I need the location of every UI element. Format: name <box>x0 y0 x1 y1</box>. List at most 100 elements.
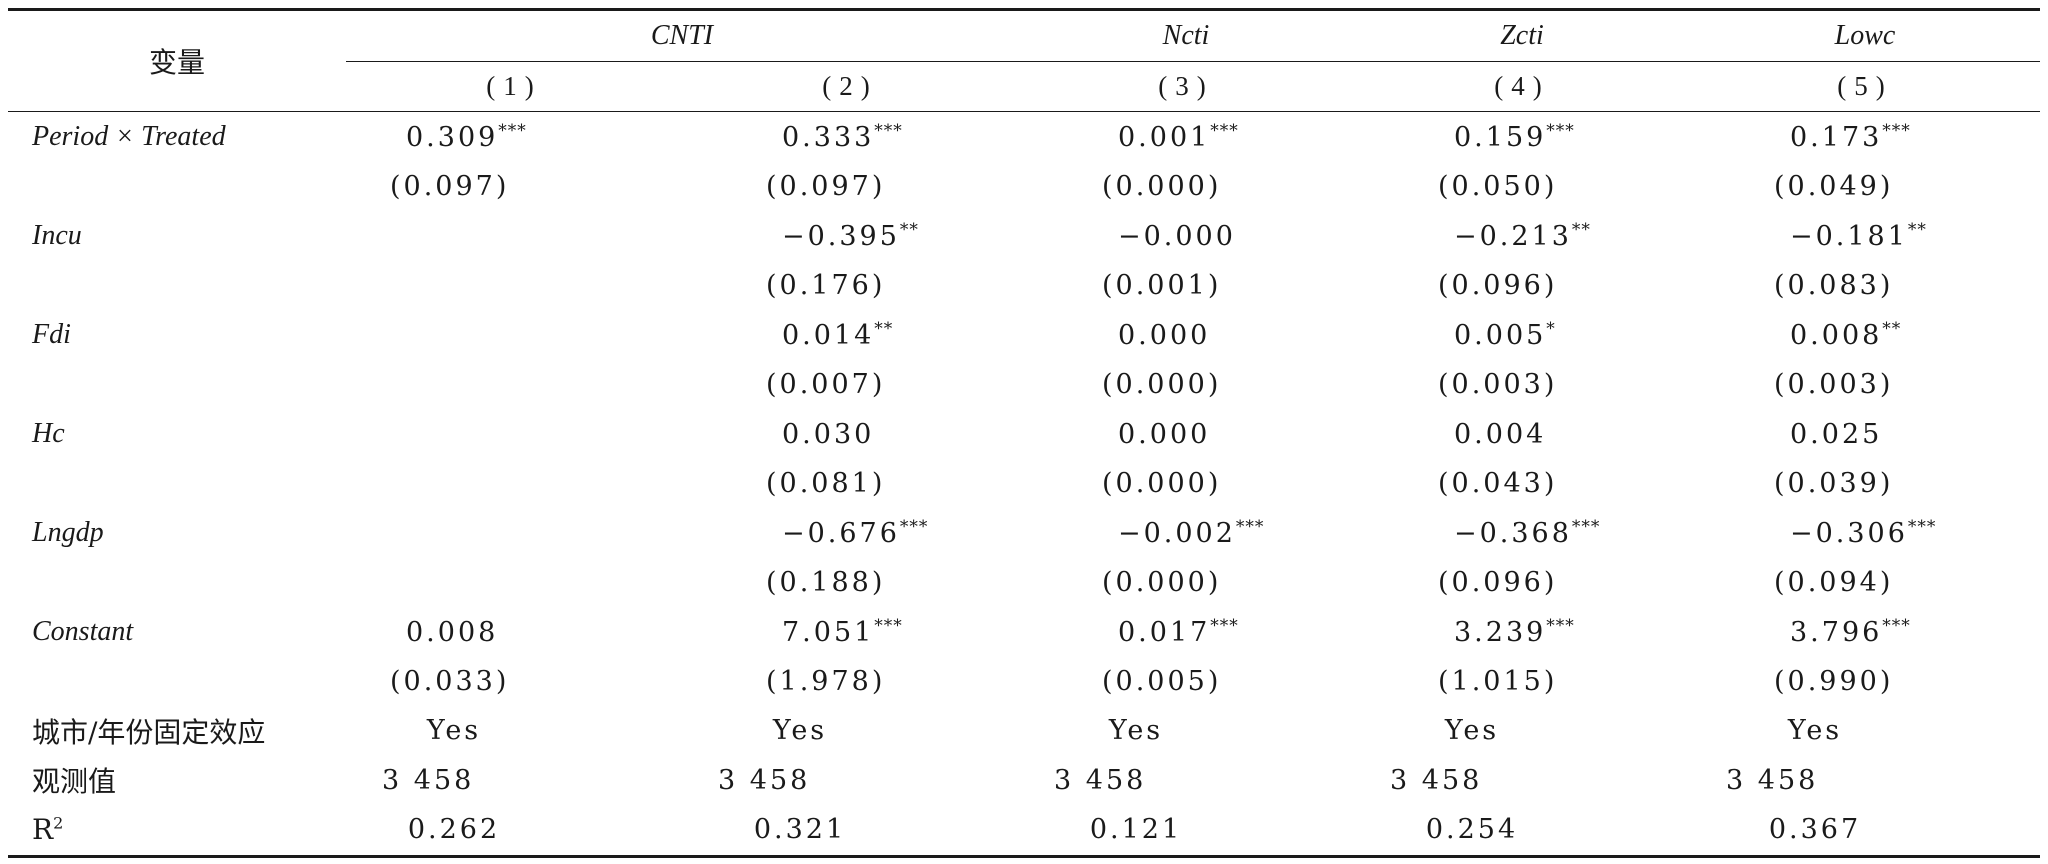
column-number: (2) <box>682 61 1018 112</box>
coefficient-cell: 0.004 <box>1354 409 1690 459</box>
significance-stars: ** <box>1907 219 1927 240</box>
standard-error-cell: (0.007) <box>766 368 886 400</box>
row-label: Incu <box>32 219 82 251</box>
coefficient-cell: 0.333*** <box>682 112 1018 162</box>
coefficient-value: 0.008 <box>406 616 499 648</box>
coefficient-cell: −0.676*** <box>682 508 1018 558</box>
coefficient-value: 0.030 <box>782 418 875 450</box>
coefficient-cell: 3.796*** <box>1690 607 2040 657</box>
table-row-se: (0.176) (0.001) (0.096) (0.083) <box>8 261 2040 311</box>
group-header-ncti: Ncti <box>1018 8 1354 62</box>
coefficient-cell: 0.008** <box>1690 310 2040 360</box>
coefficient-value: 0.159 <box>1454 121 1547 153</box>
empty-label <box>8 360 346 410</box>
significance-stars: *** <box>498 120 527 141</box>
coefficient-cell: −0.002*** <box>1018 508 1354 558</box>
significance-stars: *** <box>874 120 903 141</box>
significance-stars: *** <box>1882 615 1911 636</box>
significance-stars: ** <box>874 318 894 339</box>
standard-error-cell <box>346 261 682 311</box>
footer-value-cell: 3 458 <box>382 764 475 796</box>
coefficient-cell: 0.000 <box>1018 409 1354 459</box>
significance-stars: * <box>1546 318 1556 339</box>
column-number: (1) <box>346 61 682 112</box>
footer-value-cell: 0.321 <box>682 805 1018 858</box>
group-header-zcti: Zcti <box>1354 8 1690 62</box>
coefficient-cell: −0.395** <box>682 211 1018 261</box>
standard-error-cell: (0.000) <box>1102 566 1222 598</box>
table-row-se: (0.097) (0.097) (0.000) (0.050) (0.049) <box>8 162 2040 212</box>
group-header-lowc: Lowc <box>1690 8 2040 62</box>
standard-error-cell: (0.049) <box>1774 170 1894 202</box>
significance-stars: *** <box>1235 516 1265 537</box>
standard-error-cell <box>346 558 682 608</box>
significance-stars: *** <box>1210 615 1239 636</box>
coefficient-value: −0.181 <box>1790 220 1908 252</box>
coefficient-cell: 0.309*** <box>346 112 682 162</box>
coefficient-value: 0.025 <box>1790 418 1883 450</box>
footer-label: 观测值 <box>8 756 346 806</box>
coefficient-cell: 7.051*** <box>682 607 1018 657</box>
coefficient-value: 0.309 <box>406 121 499 153</box>
coefficient-cell: 0.014** <box>682 310 1018 360</box>
coefficient-cell <box>346 310 682 360</box>
significance-stars: *** <box>1882 120 1911 141</box>
coefficient-cell: 0.000 <box>1018 310 1354 360</box>
significance-stars: ** <box>899 219 919 240</box>
coefficient-cell: 0.008 <box>346 607 682 657</box>
coefficient-cell: 0.005* <box>1354 310 1690 360</box>
significance-stars: *** <box>874 615 903 636</box>
table-row-se: (0.188) (0.000) (0.096) (0.094) <box>8 558 2040 608</box>
standard-error-cell: (0.000) <box>1102 170 1222 202</box>
coefficient-cell: −0.181** <box>1690 211 2040 261</box>
coefficient-value: −0.000 <box>1118 220 1236 252</box>
standard-error-cell: (0.043) <box>1438 467 1558 499</box>
column-number: (4) <box>1354 61 1690 112</box>
coefficient-cell: 0.025 <box>1690 409 2040 459</box>
coefficient-value: −0.368 <box>1454 517 1572 549</box>
coefficient-value: 0.014 <box>782 319 875 351</box>
standard-error-cell: (0.083) <box>1774 269 1894 301</box>
standard-error-cell <box>346 459 682 509</box>
table-row-se: (0.033) (1.978) (0.005) (1.015) (0.990) <box>8 657 2040 707</box>
coefficient-value: −0.676 <box>782 517 900 549</box>
footer-label-superscript: 2 <box>53 813 64 833</box>
standard-error-cell: (0.096) <box>1438 269 1558 301</box>
coefficient-cell: −0.368*** <box>1354 508 1690 558</box>
significance-stars: *** <box>1546 615 1575 636</box>
coefficient-value: 0.005 <box>1454 319 1547 351</box>
table-row: Period × Treated 0.309*** 0.333*** 0.001***… <box>8 112 2040 162</box>
significance-stars: ** <box>1882 318 1902 339</box>
footer-value-cell: 0.262 <box>346 805 682 858</box>
standard-error-cell: (0.097) <box>766 170 886 202</box>
table-row: Lngdp −0.676*** −0.002*** −0.368*** −0.306**… <box>8 508 2040 558</box>
row-label: Period × Treated <box>32 120 226 152</box>
table-row: Hc 0.030 0.000 0.004 0.025 <box>8 409 2040 459</box>
standard-error-cell: (0.990) <box>1774 665 1894 697</box>
footer-value-cell: Yes <box>1444 715 1500 747</box>
standard-error-cell: (0.005) <box>1102 665 1222 697</box>
standard-error-cell: (1.015) <box>1438 665 1558 697</box>
coefficient-cell <box>346 409 682 459</box>
footer-value-cell: Yes <box>1787 715 1843 747</box>
row-label: Constant <box>32 615 134 647</box>
footer-label: R2 <box>8 805 346 858</box>
table-body: Period × Treated 0.309*** 0.333*** 0.001***… <box>8 112 2040 858</box>
table-row: Fdi 0.014** 0.000 0.005* 0.008** <box>8 310 2040 360</box>
table-row-se: (0.007) (0.000) (0.003) (0.003) <box>8 360 2040 410</box>
standard-error-cell: (0.081) <box>766 467 886 499</box>
table-row: Incu −0.395** −0.000 −0.213** −0.181** <box>8 211 2040 261</box>
row-label: Fdi <box>32 318 71 350</box>
footer-label-text: 观测值 <box>32 765 117 799</box>
coefficient-value: 0.008 <box>1790 319 1883 351</box>
empty-label <box>8 657 346 707</box>
standard-error-cell: (0.000) <box>1102 467 1222 499</box>
footer-value-cell: 0.367 <box>1690 805 2040 858</box>
header-row-columns: (1) (2) (3) (4) (5) <box>8 61 2040 112</box>
significance-stars: *** <box>1907 516 1937 537</box>
standard-error-cell: (0.097) <box>390 170 510 202</box>
regression-table-container: 变量 CNTI Ncti Zcti Lowc (1) (2) (3) (4) (… <box>8 8 2040 858</box>
coefficient-cell: 0.159*** <box>1354 112 1690 162</box>
standard-error-cell: (0.188) <box>766 566 886 598</box>
row-label: Hc <box>32 417 65 449</box>
